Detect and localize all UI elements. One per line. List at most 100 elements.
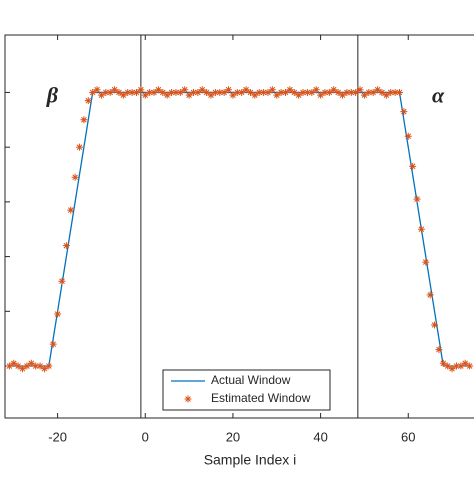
star-marker bbox=[32, 362, 40, 370]
star-marker bbox=[97, 91, 105, 99]
star-marker bbox=[255, 88, 263, 96]
star-marker bbox=[168, 88, 176, 96]
star-marker bbox=[58, 277, 66, 285]
star-marker bbox=[10, 359, 18, 367]
star-marker bbox=[365, 88, 373, 96]
star-marker bbox=[466, 362, 474, 370]
star-marker bbox=[400, 108, 408, 116]
x-axis-label: Sample Index i bbox=[204, 452, 297, 468]
star-marker bbox=[62, 242, 70, 250]
star-marker bbox=[203, 88, 211, 96]
star-marker bbox=[76, 143, 84, 151]
star-marker bbox=[251, 91, 259, 99]
star-marker bbox=[260, 88, 268, 96]
star-marker bbox=[14, 362, 22, 370]
star-marker bbox=[198, 86, 206, 94]
star-marker bbox=[312, 86, 320, 94]
star-marker bbox=[233, 88, 241, 96]
star-marker bbox=[106, 88, 114, 96]
star-marker bbox=[124, 88, 132, 96]
star-marker bbox=[295, 91, 303, 99]
star-marker bbox=[111, 86, 119, 94]
star-marker bbox=[27, 359, 35, 367]
star-marker bbox=[264, 88, 272, 96]
star-marker bbox=[71, 173, 79, 181]
star-marker bbox=[286, 86, 294, 94]
star-marker bbox=[448, 365, 456, 373]
legend-label: Actual Window bbox=[211, 373, 291, 387]
star-marker bbox=[194, 88, 202, 96]
star-marker bbox=[54, 310, 62, 318]
star-marker bbox=[242, 86, 250, 94]
star-marker bbox=[426, 291, 434, 299]
star-marker bbox=[163, 91, 171, 99]
star-marker bbox=[461, 359, 469, 367]
star-marker bbox=[225, 86, 233, 94]
star-marker bbox=[325, 88, 333, 96]
star-marker bbox=[67, 206, 75, 214]
star-marker bbox=[330, 86, 338, 94]
star-marker bbox=[374, 86, 382, 94]
star-marker bbox=[277, 88, 285, 96]
legend-box bbox=[162, 369, 331, 411]
star-marker bbox=[159, 88, 167, 96]
star-marker bbox=[80, 116, 88, 124]
star-marker bbox=[422, 258, 430, 266]
star-marker bbox=[457, 362, 465, 370]
star-marker bbox=[238, 88, 246, 96]
legend-label: Estimated Window bbox=[211, 391, 311, 405]
star-marker bbox=[211, 88, 219, 96]
star-marker bbox=[395, 88, 403, 96]
star-marker bbox=[352, 88, 360, 96]
star-marker bbox=[413, 195, 421, 203]
legend-star bbox=[184, 395, 192, 403]
star-marker bbox=[273, 91, 281, 99]
star-marker bbox=[431, 321, 439, 329]
star-marker bbox=[146, 88, 154, 96]
star-marker bbox=[5, 362, 13, 370]
star-marker bbox=[93, 86, 101, 94]
star-marker bbox=[154, 86, 162, 94]
star-marker bbox=[339, 91, 347, 99]
axes-frame bbox=[4, 34, 474, 419]
x-tick-label: 40 bbox=[313, 429, 327, 444]
x-tick-label: -20 bbox=[48, 429, 67, 444]
star-marker bbox=[391, 88, 399, 96]
star-marker bbox=[181, 86, 189, 94]
x-tick-label: 0 bbox=[142, 429, 149, 444]
star-marker bbox=[282, 88, 290, 96]
star-marker bbox=[207, 91, 215, 99]
star-marker bbox=[299, 88, 307, 96]
star-marker bbox=[444, 362, 452, 370]
star-marker bbox=[452, 362, 460, 370]
star-marker bbox=[23, 362, 31, 370]
star-marker bbox=[36, 362, 44, 370]
x-tick-label: 20 bbox=[226, 429, 240, 444]
star-marker bbox=[172, 88, 180, 96]
star-marker bbox=[229, 91, 237, 99]
star-marker bbox=[409, 162, 417, 170]
star-marker bbox=[404, 132, 412, 140]
star-marker bbox=[382, 91, 390, 99]
star-marker bbox=[343, 88, 351, 96]
star-marker bbox=[128, 88, 136, 96]
star-marker bbox=[387, 88, 395, 96]
star-marker bbox=[19, 365, 27, 373]
star-marker bbox=[45, 362, 53, 370]
star-marker bbox=[150, 88, 158, 96]
star-marker bbox=[189, 88, 197, 96]
star-marker bbox=[246, 88, 254, 96]
star-marker bbox=[176, 88, 184, 96]
star-marker bbox=[347, 88, 355, 96]
star-marker bbox=[317, 91, 325, 99]
x-tick-label: 60 bbox=[401, 429, 415, 444]
star-marker bbox=[216, 88, 224, 96]
star-marker bbox=[321, 88, 329, 96]
star-marker bbox=[119, 91, 127, 99]
star-marker bbox=[137, 86, 145, 94]
star-marker bbox=[369, 88, 377, 96]
star-marker bbox=[84, 97, 92, 105]
star-marker bbox=[268, 86, 276, 94]
